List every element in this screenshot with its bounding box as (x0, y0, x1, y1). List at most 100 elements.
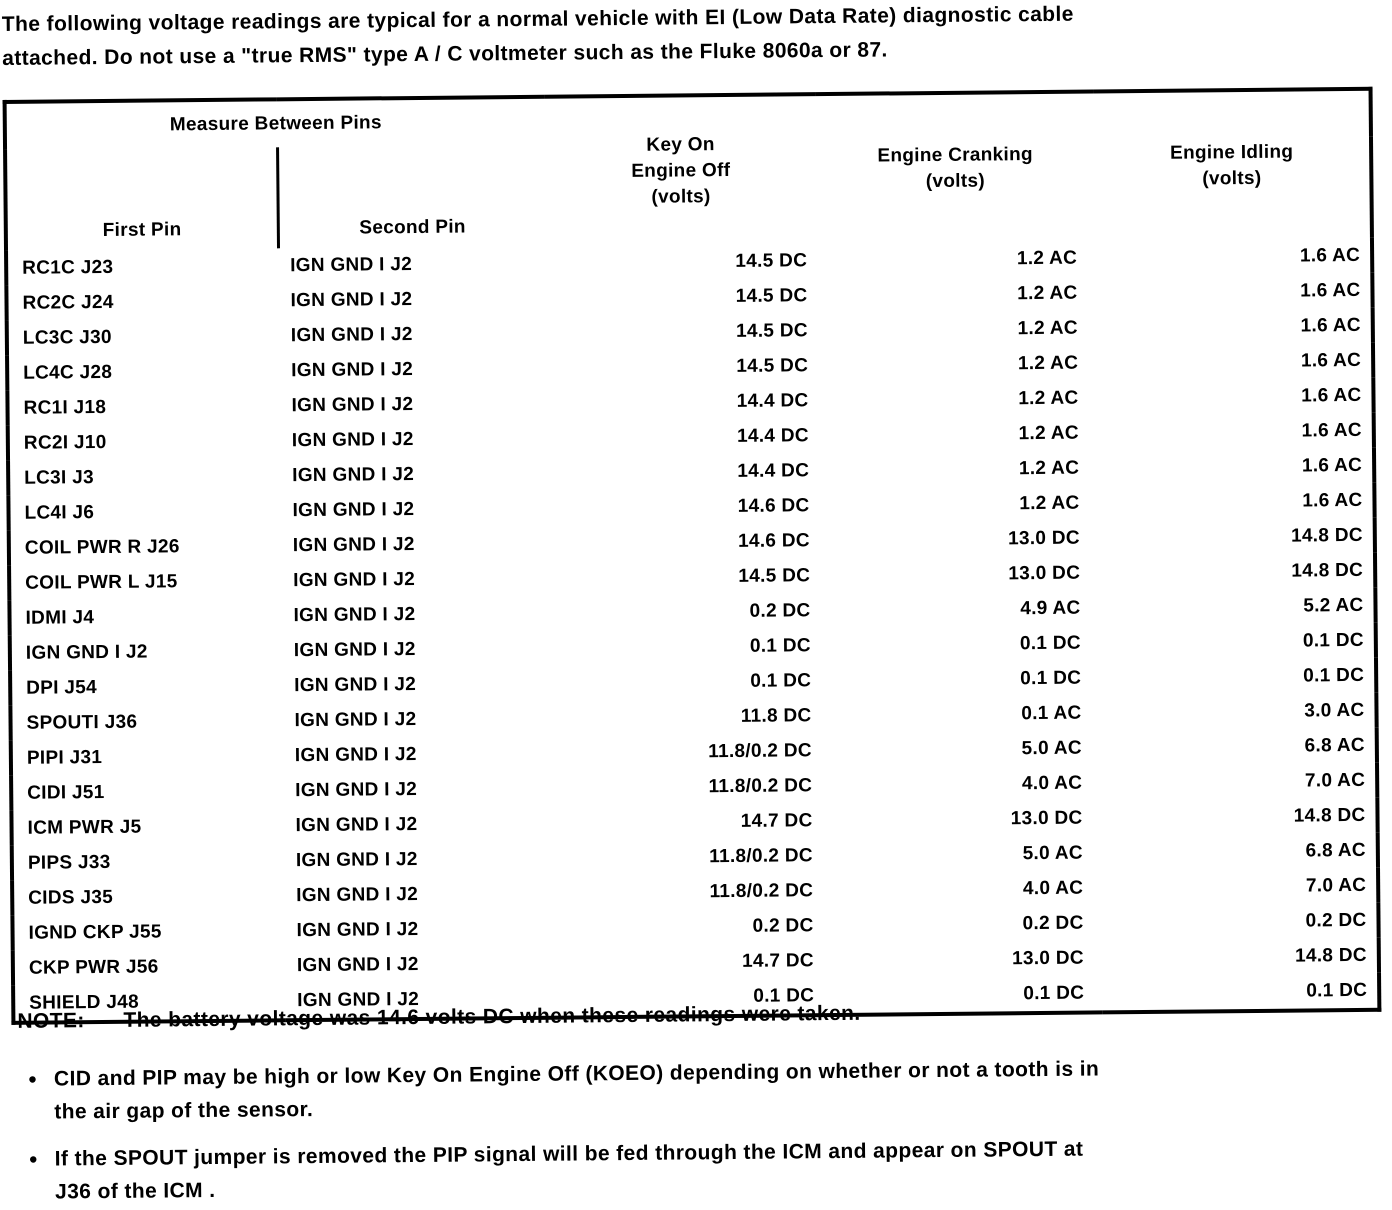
cell-key-on-engine-off-volts: 14.4 DC (736, 424, 809, 447)
cell-engine-cranking-volts: 5.0 AC (1022, 842, 1083, 864)
bullet-icon: ● (27, 1070, 38, 1088)
cell-first-pin: CIDS J35 (28, 886, 114, 909)
cell-engine-cranking-volts: 4.0 AC (1021, 772, 1083, 794)
cell-engine-idling-volts: 1.6 AC (1301, 454, 1363, 476)
cell-engine-cranking-volts: 5.0 AC (1021, 737, 1082, 759)
cell-key-on-engine-off-volts: 11.8/0.2 DC (708, 774, 813, 797)
cell-key-on-engine-off-volts: 14.5 DC (735, 249, 808, 272)
cell-key-on-engine-off-volts: 14.5 DC (738, 564, 811, 587)
cell-key-on-engine-off-volts: 14.6 DC (737, 494, 810, 517)
cell-key-on-engine-off-volts: 14.4 DC (736, 389, 809, 412)
cell-engine-idling-volts: 0.1 DC (1302, 629, 1364, 651)
cell-second-pin: IGN GND I J2 (293, 568, 416, 591)
cell-engine-cranking-volts: 4.0 AC (1022, 877, 1084, 899)
note-label: NOTE: (17, 1009, 85, 1033)
cell-first-pin: SPOUTI J36 (26, 711, 138, 734)
cell-engine-idling-volts: 1.6 AC (1300, 349, 1362, 371)
cell-engine-idling-volts: 14.8 DC (1293, 804, 1366, 827)
cell-key-on-engine-off-volts: 0.2 DC (749, 599, 811, 622)
cell-first-pin: IGND CKP J55 (28, 920, 162, 944)
cell-second-pin: IGN GND I J2 (294, 708, 417, 731)
cell-second-pin: IGN GND I J2 (295, 848, 418, 871)
cell-engine-idling-volts: 14.8 DC (1294, 944, 1367, 967)
cell-second-pin: IGN GND I J2 (295, 778, 418, 801)
cell-key-on-engine-off-volts: 14.6 DC (737, 529, 810, 552)
cell-engine-cranking-volts: 13.0 DC (1008, 562, 1081, 584)
cell-engine-cranking-volts: 0.1 DC (1020, 667, 1082, 689)
cell-first-pin: CIDI J51 (27, 781, 105, 804)
cell-second-pin: IGN GND I J2 (293, 603, 416, 626)
cell-second-pin: IGN GND I J2 (292, 498, 415, 521)
cell-engine-cranking-volts: 1.2 AC (1017, 282, 1078, 304)
bullet-spout-jumper-text: If the SPOUT jumper is removed the PIP s… (54, 1137, 1084, 1204)
column-header-key-on-engine-off: Key On Engine Off (volts) (631, 133, 731, 208)
cell-engine-idling-volts: 7.0 AC (1304, 769, 1366, 791)
cell-engine-idling-volts: 1.6 AC (1300, 279, 1361, 302)
cell-engine-idling-volts: 1.6 AC (1301, 384, 1362, 406)
cell-engine-cranking-volts: 0.1 AC (1021, 702, 1082, 724)
cell-key-on-engine-off-volts: 0.2 DC (752, 914, 814, 937)
cell-engine-idling-volts: 0.2 DC (1305, 909, 1367, 931)
cell-engine-idling-volts: 7.0 AC (1305, 874, 1367, 896)
cell-key-on-engine-off-volts: 0.1 DC (750, 669, 812, 692)
cell-first-pin: RC1I J18 (23, 396, 107, 419)
cell-first-pin: COIL PWR R J26 (24, 535, 180, 559)
cell-key-on-engine-off-volts: 11.8/0.2 DC (708, 739, 812, 762)
cell-first-pin: IDMI J4 (25, 606, 95, 629)
cell-key-on-engine-off-volts: 11.8/0.2 DC (709, 879, 814, 902)
cell-engine-cranking-volts: 13.0 DC (1010, 807, 1083, 829)
cell-key-on-engine-off-volts: 11.8 DC (740, 704, 812, 727)
column-group-measure-between-pins: Measure Between Pins (169, 112, 382, 136)
cell-first-pin: RC2C J24 (22, 291, 114, 314)
cell-key-on-engine-off-volts: 11.8/0.2 DC (709, 844, 813, 867)
cell-first-pin: IGN GND I J2 (25, 641, 148, 664)
intro-paragraph: The following voltage readings are typic… (1, 2, 1074, 70)
cell-engine-idling-volts: 5.2 AC (1303, 594, 1364, 616)
cell-key-on-engine-off-volts: 14.4 DC (737, 459, 810, 482)
cell-engine-cranking-volts: 0.1 DC (1019, 632, 1081, 654)
cell-engine-cranking-volts: 1.2 AC (1018, 387, 1079, 409)
cell-key-on-engine-off-volts: 14.5 DC (735, 284, 808, 307)
cell-first-pin: DPI J54 (26, 676, 98, 699)
cell-first-pin: COIL PWR L J15 (25, 570, 178, 594)
cell-second-pin: IGN GND I J2 (295, 813, 418, 836)
cell-engine-cranking-volts: 1.2 AC (1018, 457, 1080, 479)
cell-engine-idling-volts: 1.6 AC (1300, 314, 1361, 336)
cell-second-pin: IGN GND I J2 (291, 358, 414, 381)
cell-key-on-engine-off-volts: 14.5 DC (735, 319, 808, 342)
cell-first-pin: PIPI J31 (26, 746, 103, 769)
cell-first-pin: RC2I J10 (23, 431, 107, 454)
cell-second-pin: IGN GND I J2 (296, 883, 419, 906)
cell-first-pin: PIPS J33 (27, 851, 111, 874)
cell-engine-cranking-volts: 13.0 DC (1007, 527, 1080, 549)
cell-second-pin: IGN GND I J2 (294, 743, 417, 766)
cell-engine-idling-volts: 6.8 AC (1304, 734, 1365, 756)
cell-engine-idling-volts: 1.6 AC (1302, 489, 1363, 511)
bullet-cid-pip-text: CID and PIP may be high or low Key On En… (53, 1057, 1100, 1124)
cell-first-pin: LC3C J30 (22, 326, 112, 349)
column-header-second-pin: Second Pin (277, 144, 547, 249)
cell-second-pin: IGN GND I J2 (290, 253, 413, 276)
voltage-readings-table: Measure Between Pins Key On Engine Off (… (2, 86, 1382, 1025)
cell-first-pin: CKP PWR J56 (28, 955, 159, 979)
cell-second-pin: IGN GND I J2 (291, 393, 414, 416)
cell-engine-idling-volts: 14.8 DC (1291, 559, 1364, 582)
cell-key-on-engine-off-volts: 14.5 DC (736, 354, 809, 377)
cell-engine-idling-volts: 0.1 DC (1303, 664, 1365, 686)
cell-engine-cranking-volts: 0.2 DC (1022, 912, 1084, 934)
column-header-engine-idling: Engine Idling (volts) (1169, 141, 1294, 189)
cell-engine-idling-volts: 3.0 AC (1304, 699, 1365, 721)
cell-engine-cranking-volts: 1.2 AC (1017, 352, 1079, 374)
bullet-cid-pip: ● CID and PIP may be high or low Key On … (28, 1050, 1379, 1129)
cell-engine-idling-volts: 1.6 AC (1299, 244, 1361, 267)
cell-second-pin: IGN GND I J2 (292, 533, 415, 556)
column-header-first-pin: First Pin (102, 219, 182, 241)
cell-engine-cranking-volts: 13.0 DC (1011, 947, 1084, 969)
cell-engine-cranking-volts: 1.2 AC (1018, 422, 1079, 444)
cell-second-pin: IGN GND I J2 (291, 428, 414, 451)
bullet-spout-jumper: ● If the SPOUT jumper is removed the PIP… (29, 1130, 1380, 1209)
cell-second-pin: IGN GND I J2 (290, 288, 413, 311)
column-header-engine-cranking: Engine Cranking (volts) (877, 143, 1033, 192)
